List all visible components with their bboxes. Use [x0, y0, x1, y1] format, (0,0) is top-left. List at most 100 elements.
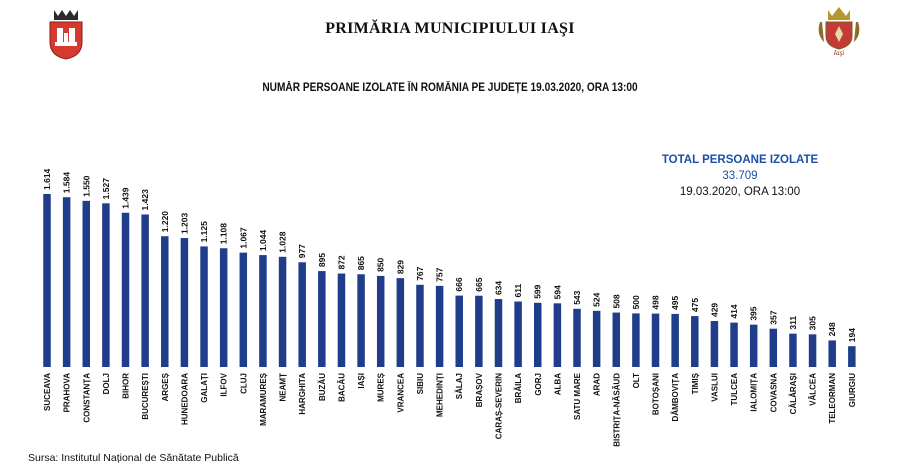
bar [671, 313, 679, 367]
bar [239, 252, 248, 367]
value-label: 850 [376, 257, 386, 271]
value-label: 305 [808, 316, 818, 330]
bar [710, 321, 719, 367]
category-label: DOLJ [102, 373, 111, 394]
total-value: 33.709 [722, 170, 758, 182]
value-label: 475 [690, 298, 700, 312]
bar [769, 328, 778, 367]
category-label: BOTOȘANI [652, 373, 661, 415]
total-date: 19.03.2020, ORA 13:00 [679, 186, 801, 198]
category-label: NEAMȚ [279, 373, 288, 402]
svg-text:Iaşi: Iaşi [833, 49, 845, 57]
bar [848, 346, 856, 367]
bar [219, 248, 228, 367]
bar [180, 238, 189, 367]
bar [749, 324, 758, 367]
category-label: TELEORMAN [828, 373, 837, 424]
bar [121, 212, 130, 367]
category-label: GORJ [534, 373, 543, 396]
value-label: 311 [788, 316, 798, 330]
value-label: 634 [493, 281, 503, 295]
category-label: VÂLCEA [809, 373, 818, 406]
value-label: 248 [827, 322, 837, 336]
value-label: 829 [395, 260, 405, 274]
bar [416, 284, 424, 367]
value-label: 524 [592, 292, 602, 306]
category-label: MARAMUREȘ [259, 372, 268, 426]
bar [534, 302, 542, 367]
category-label: BRĂILA [514, 373, 523, 403]
value-label: 429 [709, 303, 719, 317]
value-label: 666 [454, 277, 464, 291]
category-label: CĂLĂRAȘI [789, 373, 798, 414]
category-label: SĂLAJ [455, 373, 464, 399]
category-label: BUCUREȘTI [141, 373, 150, 420]
bar [278, 256, 287, 367]
category-label: GALAȚI [200, 373, 209, 403]
bar [141, 214, 149, 367]
value-label: 495 [670, 295, 680, 309]
value-label: 611 [513, 284, 523, 298]
bar [200, 246, 208, 367]
total-label: TOTAL PERSOANE IZOLATE [661, 154, 819, 166]
category-label: ARGEȘ [161, 372, 170, 401]
bar [553, 303, 562, 367]
value-label: 508 [611, 294, 621, 308]
bar [651, 313, 660, 367]
value-label: 895 [317, 253, 327, 267]
bar [376, 275, 385, 367]
bar [730, 322, 738, 367]
bar [573, 308, 581, 367]
category-label: IAȘI [357, 373, 366, 389]
value-label: 1.439 [121, 187, 131, 209]
category-label: IALOMIȚA [750, 373, 759, 412]
value-label: 1.527 [101, 178, 111, 200]
category-label: CLUJ [239, 373, 248, 394]
bar [82, 200, 91, 367]
value-label: 599 [533, 284, 543, 298]
category-label: BIHOR [122, 373, 131, 399]
category-label: MUREȘ [377, 372, 386, 402]
value-label: 767 [415, 266, 425, 280]
value-label: 1.220 [160, 211, 170, 233]
value-label: 1.550 [81, 175, 91, 197]
iasi-city-crest-icon: Iaşi [818, 7, 860, 57]
value-label: 1.203 [179, 213, 189, 235]
bar [62, 197, 71, 367]
bar [514, 301, 522, 367]
bar [396, 278, 405, 367]
category-label: ARAD [593, 373, 602, 396]
category-label: OLT [632, 373, 641, 389]
category-label: SUCEAVA [43, 373, 52, 411]
bar [632, 313, 640, 367]
bar [494, 299, 503, 367]
category-label: MEHEDINȚI [436, 373, 445, 417]
value-label: 665 [474, 277, 484, 291]
category-label: HARGHITA [298, 373, 307, 415]
category-label: PRAHOVA [63, 373, 72, 413]
category-label: SATU MARE [573, 372, 582, 420]
bar [318, 271, 326, 367]
bar [298, 262, 306, 367]
category-label: HUNEDOARA [180, 373, 189, 425]
category-label: DÂMBOVIȚA [671, 373, 680, 422]
value-label: 757 [435, 267, 445, 281]
value-label: 194 [847, 328, 857, 342]
bar [828, 340, 836, 367]
value-label: 865 [356, 256, 366, 270]
bar [43, 194, 51, 367]
bar [691, 316, 699, 367]
iasi-coat-of-arms-icon [49, 10, 83, 60]
bar [612, 312, 621, 367]
source-note: Sursa: Institutul Național de Sănătate P… [28, 452, 239, 464]
category-label: VRANCEA [396, 373, 405, 413]
bar [102, 203, 110, 367]
value-label: 1.108 [219, 223, 229, 245]
category-label: BRAȘOV [475, 372, 484, 407]
category-label: ILFOV [220, 372, 229, 396]
chart-title: NUMĂR PERSOANE IZOLATE ÎN ROMÂNIA PE JUD… [262, 82, 638, 94]
value-label: 872 [336, 255, 346, 269]
value-label: 357 [768, 310, 778, 324]
bar [357, 274, 365, 367]
